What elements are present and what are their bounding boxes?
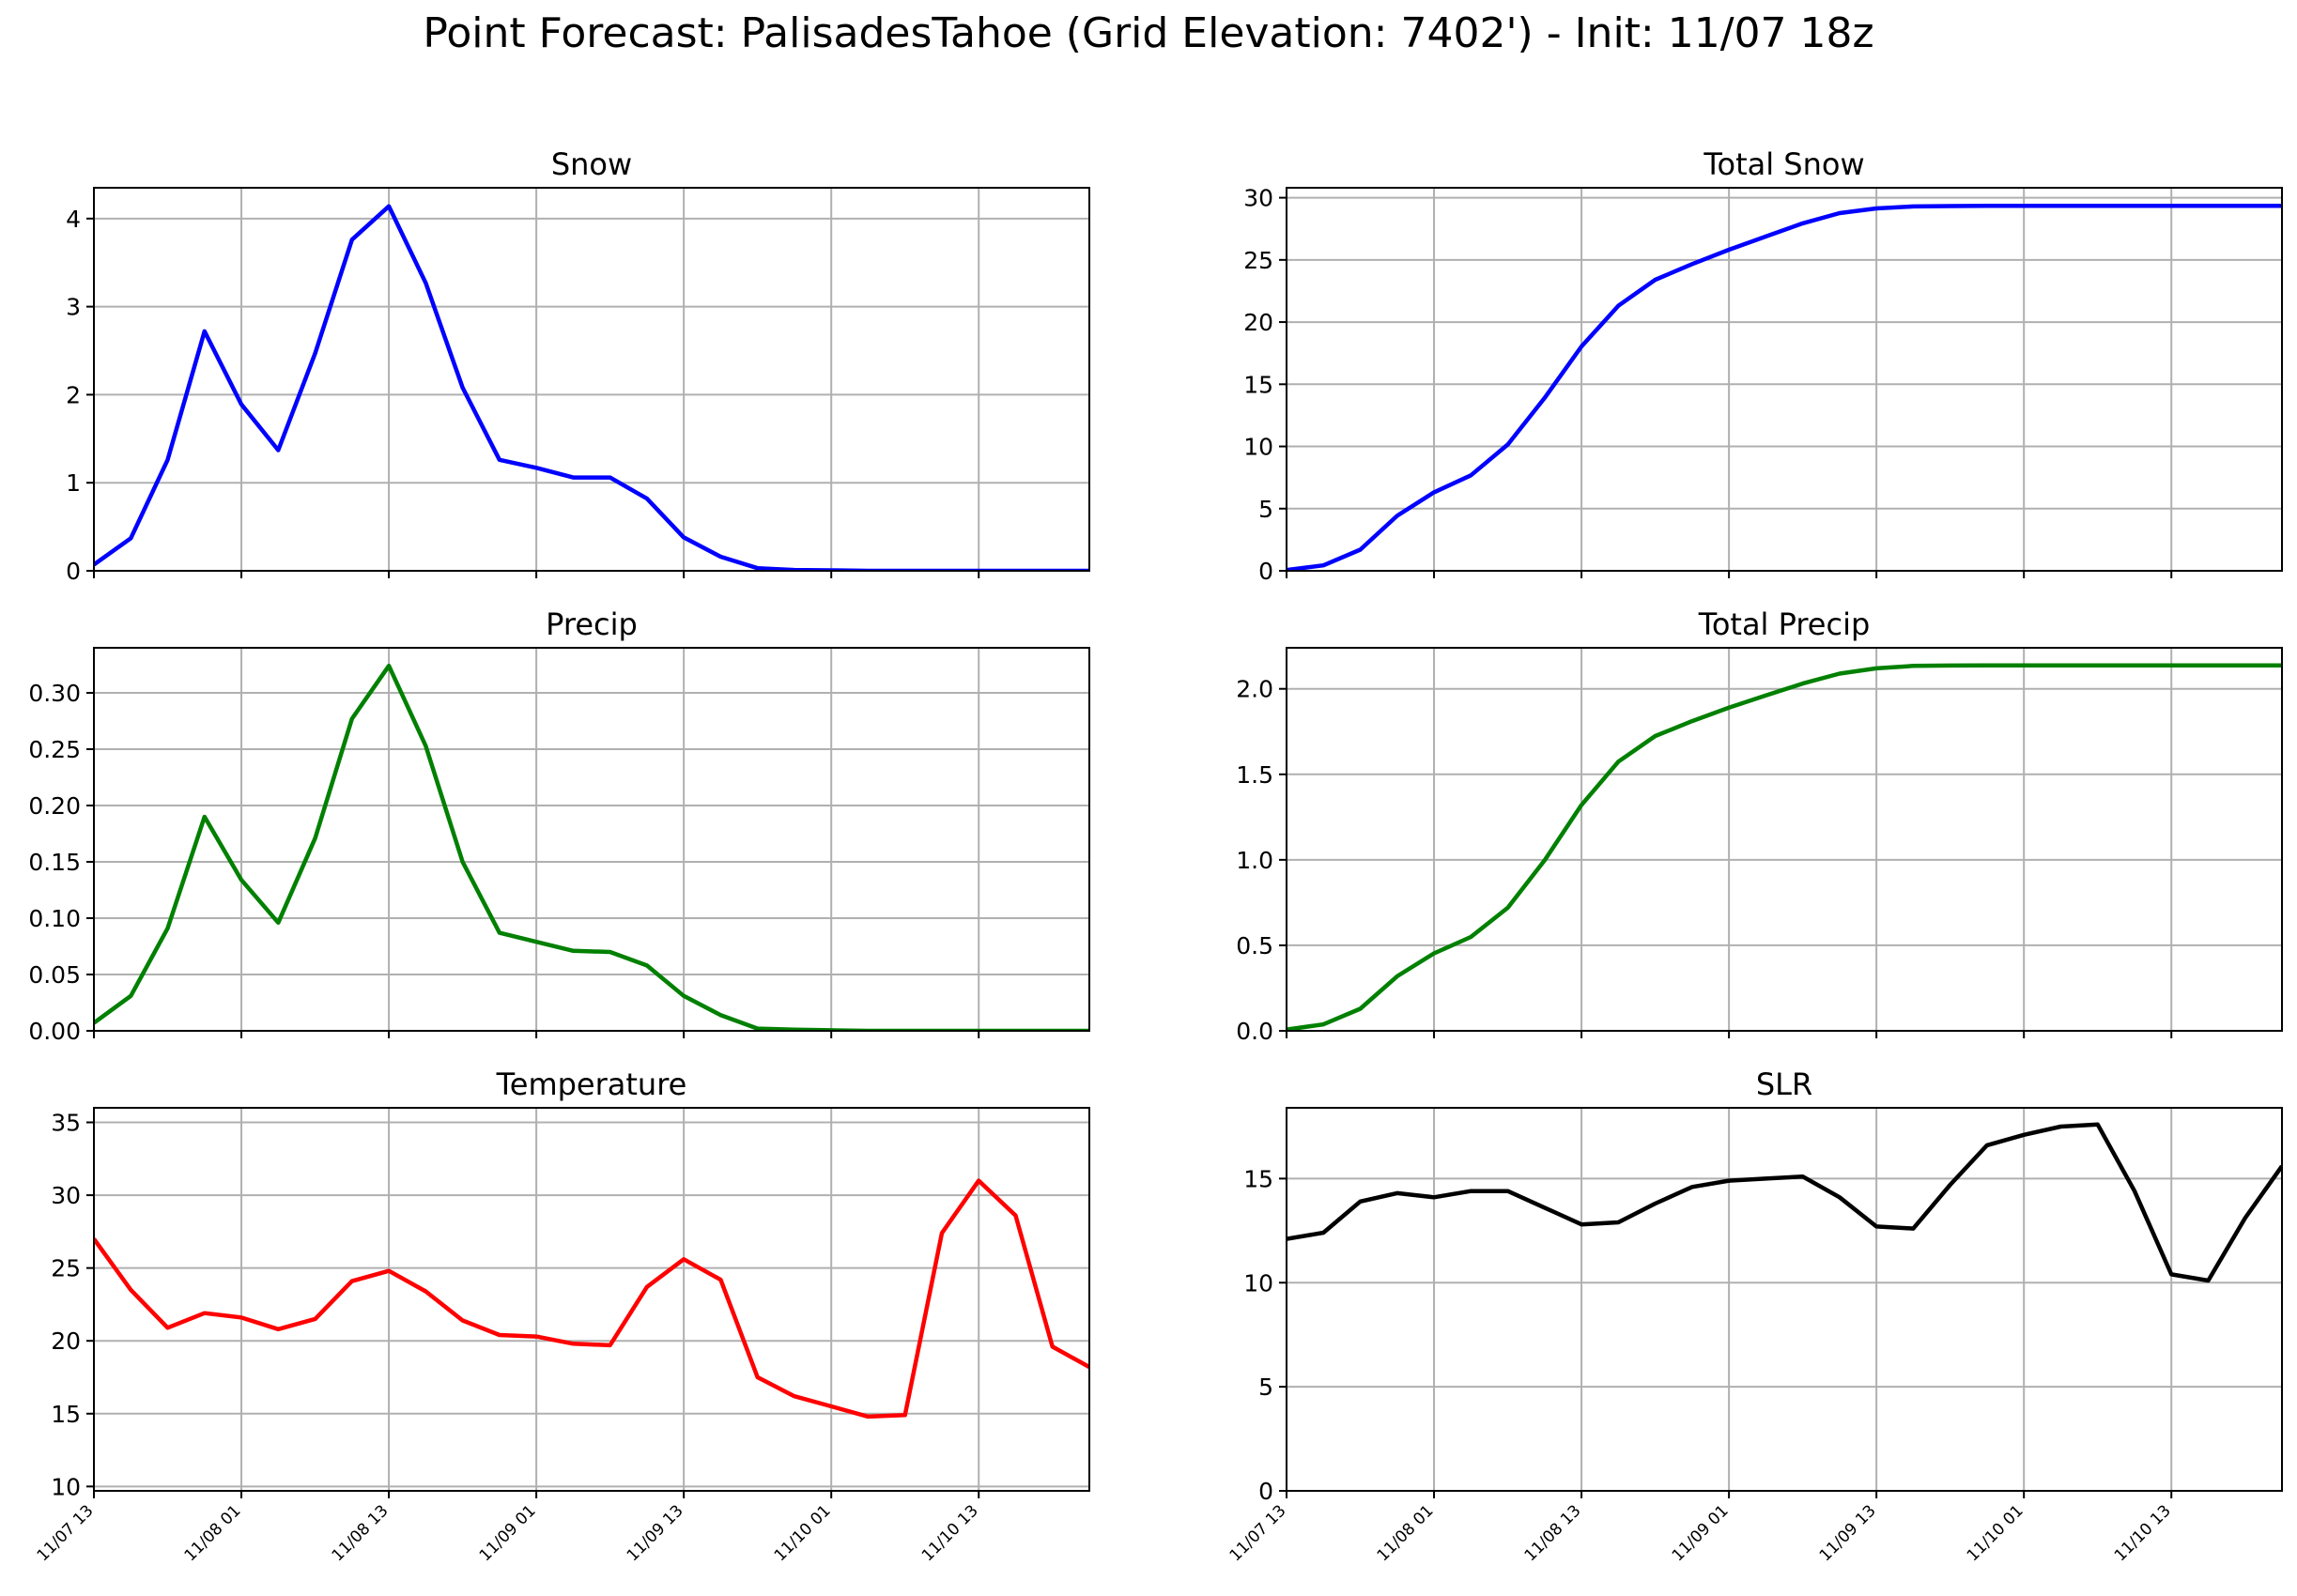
precip-ytick-label: 0.30 <box>28 680 81 707</box>
total-snow-ytick-label: 15 <box>1243 371 1273 398</box>
slr-ytick-label: 0 <box>1258 1478 1273 1505</box>
precip-series-line <box>94 663 1089 1031</box>
total-precip-ytick-label: 1.0 <box>1236 847 1273 874</box>
temperature-series-line <box>94 1178 1089 1420</box>
total-snow-ytick-label: 5 <box>1258 496 1273 523</box>
temperature-ytick-label: 10 <box>51 1473 81 1500</box>
total-precip-title: Total Precip <box>1698 606 1871 642</box>
figure-title: Point Forecast: PalisadesTahoe (Grid Ele… <box>423 9 1874 57</box>
total-snow-axes-frame <box>1286 187 2283 572</box>
temperature-title: Temperature <box>496 1067 687 1102</box>
precip-ytick-label: 0.20 <box>28 792 81 820</box>
snow-title: Snow <box>551 146 632 182</box>
snow-panel: Snow 0 1 2 3 4 <box>66 146 1090 585</box>
snow-ytick-label: 3 <box>66 294 81 321</box>
total-precip-series-line <box>1287 663 2282 1031</box>
slr-ytick-label: 10 <box>1243 1269 1273 1297</box>
slr-xtick-label: 11/10 13 <box>2111 1501 2175 1565</box>
snow-ytick-label: 0 <box>66 558 81 585</box>
snow-ytick-label: 2 <box>66 381 81 408</box>
snow-axes-frame <box>93 187 1090 572</box>
precip-title: Precip <box>546 606 638 642</box>
slr-xtick-label: 11/09 13 <box>1816 1501 1880 1565</box>
slr-xtick-label: 11/09 01 <box>1669 1501 1733 1565</box>
temperature-xtick-label: 11/08 01 <box>181 1501 245 1565</box>
total-snow-ytick-label: 10 <box>1243 434 1273 461</box>
temperature-panel: Temperature 11/07 13 11/08 01 11/08 13 11/09… <box>34 1067 1090 1565</box>
temperature-ytick-label: 20 <box>51 1327 81 1355</box>
total-snow-panel: Total Snow 0 5 10 15 20 25 30 <box>1243 146 2283 585</box>
slr-xtick-label: 11/10 01 <box>1964 1501 2027 1565</box>
total-precip-ytick-label: 2.0 <box>1236 676 1273 703</box>
slr-series-line <box>1287 1122 2282 1283</box>
precip-ytick-label: 0.15 <box>28 849 81 876</box>
slr-xtick-label: 11/08 13 <box>1521 1501 1585 1565</box>
precip-panel: Precip 0.00 0.05 0.10 0.15 0.20 0.25 0.30 <box>28 606 1090 1045</box>
total-precip-ytick-label: 1.5 <box>1236 761 1273 789</box>
total-snow-ytick-label: 25 <box>1243 247 1273 274</box>
precip-ytick-label: 0.00 <box>28 1018 81 1045</box>
total-snow-series-line <box>1287 204 2282 571</box>
temperature-xtick-label: 11/07 13 <box>34 1501 98 1565</box>
temperature-xtick-label: 11/10 13 <box>918 1501 982 1565</box>
slr-panel: SLR 11/07 13 11/08 01 11/08 13 11/09 01 11/09… <box>1226 1067 2283 1565</box>
total-snow-ytick-label: 30 <box>1243 185 1273 212</box>
total-snow-ytick-label: 0 <box>1258 558 1273 585</box>
temperature-ytick-label: 25 <box>51 1255 81 1282</box>
precip-ytick-label: 0.10 <box>28 905 81 932</box>
slr-title: SLR <box>1756 1067 1812 1102</box>
temperature-ytick-label: 30 <box>51 1182 81 1209</box>
total-precip-axes-frame <box>1286 647 2283 1032</box>
total-snow-title: Total Snow <box>1703 146 1864 182</box>
slr-xtick-label: 11/07 13 <box>1226 1501 1290 1565</box>
precip-ytick-label: 0.05 <box>28 961 81 989</box>
total-precip-ytick-label: 0.0 <box>1236 1018 1273 1045</box>
temperature-xtick-label: 11/10 01 <box>771 1501 835 1565</box>
total-snow-ytick-label: 20 <box>1243 309 1273 336</box>
slr-axes-frame <box>1286 1107 2283 1492</box>
precip-axes-frame <box>93 647 1090 1032</box>
snow-ytick-label: 4 <box>66 206 81 233</box>
total-precip-panel: Total Precip 0.0 0.5 1.0 1.5 2.0 <box>1236 606 2283 1045</box>
temperature-xtick-label: 11/09 01 <box>476 1501 540 1565</box>
slr-ytick-label: 15 <box>1243 1165 1273 1192</box>
slr-ytick-label: 5 <box>1258 1373 1273 1401</box>
temperature-ytick-label: 15 <box>51 1401 81 1428</box>
temperature-xtick-label: 11/08 13 <box>329 1501 393 1565</box>
temperature-axes-frame <box>93 1107 1090 1492</box>
total-precip-ytick-label: 0.5 <box>1236 932 1273 959</box>
temperature-xtick-label: 11/09 13 <box>624 1501 687 1565</box>
snow-series-line <box>94 204 1089 571</box>
slr-xtick-label: 11/08 01 <box>1374 1501 1438 1565</box>
temperature-ytick-label: 35 <box>51 1110 81 1137</box>
precip-ytick-label: 0.25 <box>28 736 81 763</box>
snow-ytick-label: 1 <box>66 469 81 497</box>
